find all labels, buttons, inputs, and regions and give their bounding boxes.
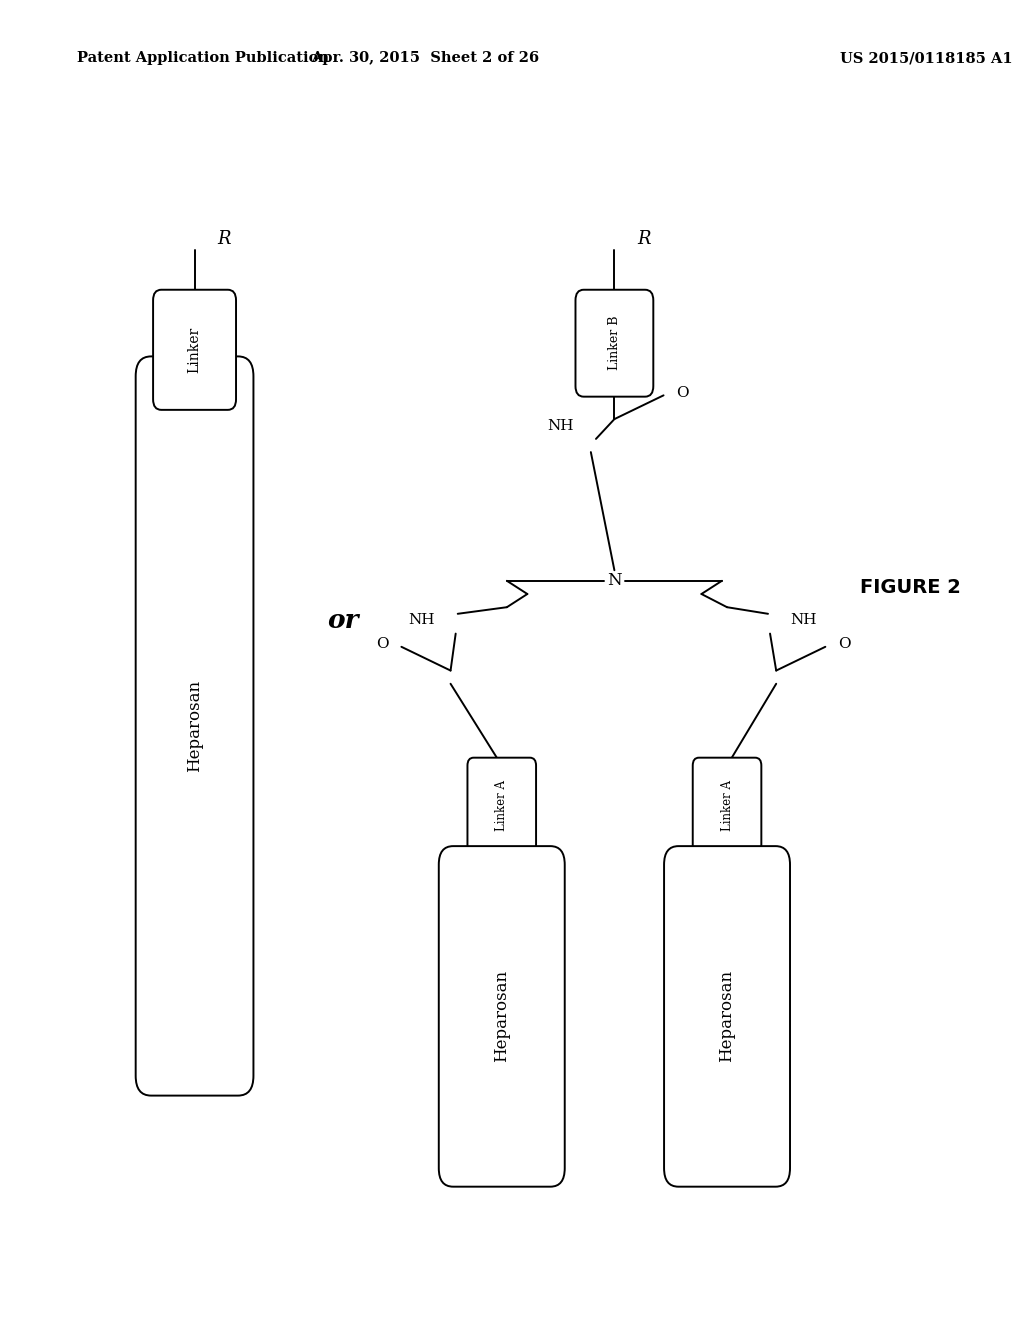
- Text: FIGURE 2: FIGURE 2: [860, 578, 962, 597]
- Text: Heparosan: Heparosan: [494, 970, 510, 1063]
- Text: Apr. 30, 2015  Sheet 2 of 26: Apr. 30, 2015 Sheet 2 of 26: [311, 51, 539, 65]
- Text: Heparosan: Heparosan: [186, 680, 203, 772]
- Text: O: O: [377, 638, 389, 651]
- FancyBboxPatch shape: [664, 846, 791, 1187]
- FancyBboxPatch shape: [692, 758, 762, 853]
- FancyBboxPatch shape: [467, 758, 537, 853]
- Text: Patent Application Publication: Patent Application Publication: [77, 51, 329, 65]
- Text: R: R: [217, 230, 230, 248]
- Text: or: or: [328, 609, 358, 632]
- Text: O: O: [676, 385, 688, 400]
- Text: Linker A: Linker A: [721, 780, 733, 830]
- Text: Linker B: Linker B: [608, 315, 621, 371]
- FancyBboxPatch shape: [154, 290, 236, 409]
- Text: Linker: Linker: [187, 326, 202, 374]
- FancyBboxPatch shape: [575, 290, 653, 396]
- Text: O: O: [838, 638, 850, 651]
- Text: NH: NH: [791, 614, 817, 627]
- Text: NH: NH: [547, 418, 573, 433]
- FancyBboxPatch shape: [438, 846, 565, 1187]
- Text: US 2015/0118185 A1: US 2015/0118185 A1: [840, 51, 1013, 65]
- Text: N: N: [607, 573, 622, 589]
- FancyBboxPatch shape: [135, 356, 254, 1096]
- Text: Heparosan: Heparosan: [719, 970, 735, 1063]
- Text: Linker A: Linker A: [496, 780, 508, 830]
- Text: R: R: [637, 230, 650, 248]
- Text: NH: NH: [409, 614, 435, 627]
